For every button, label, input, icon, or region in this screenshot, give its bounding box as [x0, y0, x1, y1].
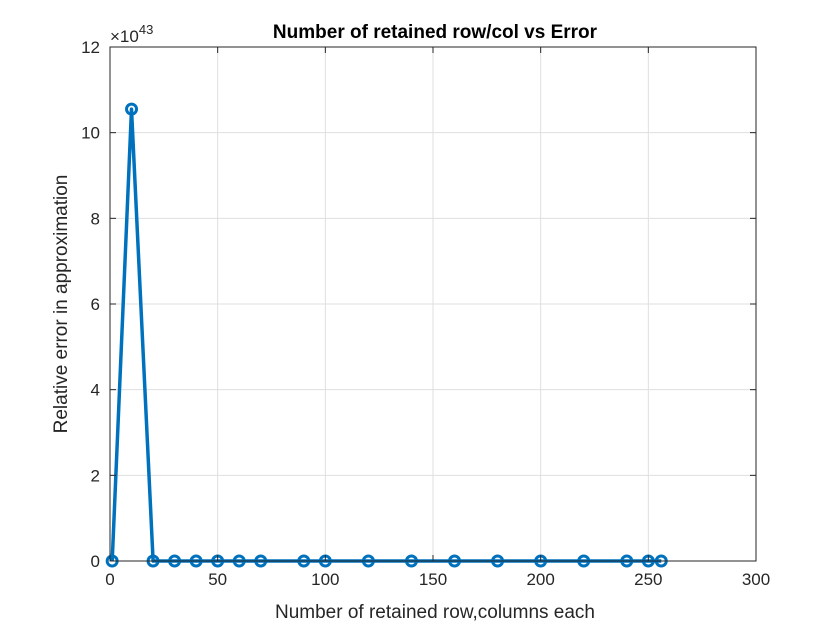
y-tick-label: 12: [81, 38, 100, 57]
y-tick-label: 6: [91, 295, 100, 314]
tick-marks: [109, 46, 757, 562]
x-tick-label: 250: [634, 570, 662, 589]
data-point: [125, 102, 139, 116]
x-tick-label: 50: [208, 570, 227, 589]
y-multiplier-label: ×1043: [110, 22, 153, 46]
y-tick-labels: 0 2 4 6 8 10 12: [81, 38, 100, 571]
y-tick-label: 8: [91, 209, 100, 228]
x-tick-labels: 0 50 100 150 200 250 300: [105, 570, 770, 589]
y-multiplier-base: ×10: [110, 27, 139, 46]
y-multiplier-exponent: 43: [139, 22, 153, 37]
y-tick-label: 2: [91, 466, 100, 485]
x-tick-label: 150: [419, 570, 447, 589]
x-tick-label: 0: [105, 570, 114, 589]
chart-title: Number of retained row/col vs Error: [273, 22, 598, 43]
x-tick-label: 100: [311, 570, 339, 589]
x-tick-label: 300: [742, 570, 770, 589]
y-tick-label: 0: [91, 552, 100, 571]
y-tick-label: 4: [91, 381, 100, 400]
y-tick-label: 10: [81, 124, 100, 143]
x-axis-label: Number of retained row,columns each: [275, 602, 595, 623]
x-tick-label: 200: [526, 570, 554, 589]
y-axis-label: Relative error in approximation: [51, 175, 72, 434]
